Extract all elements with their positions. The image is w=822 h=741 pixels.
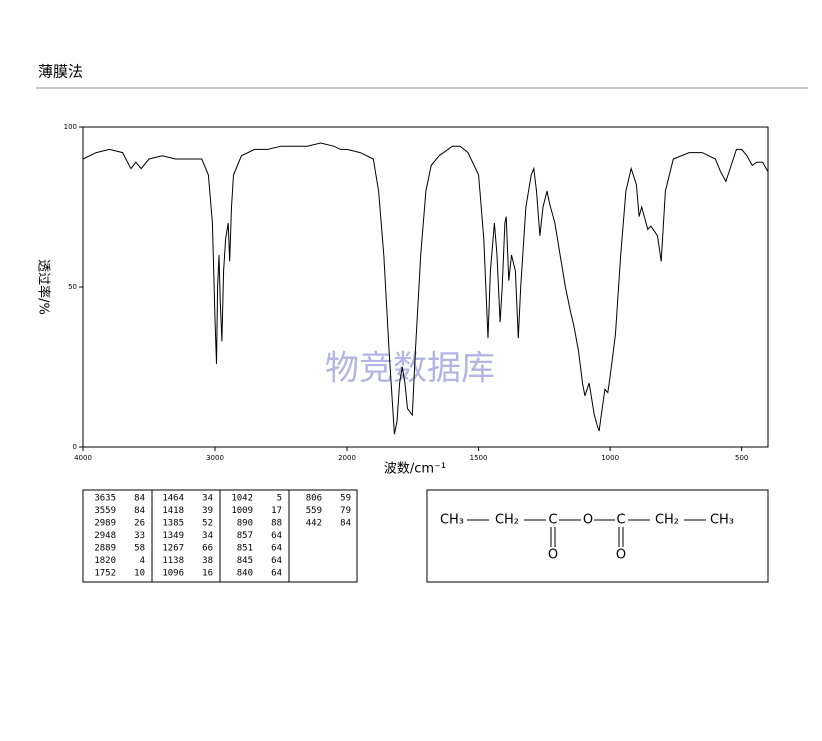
peak-transmittance: 16: [202, 569, 213, 579]
peak-wavenumber: 851: [237, 544, 253, 554]
peak-wavenumber: 890: [237, 519, 253, 529]
y-tick-label: 100: [64, 123, 77, 131]
peak-transmittance: 84: [134, 494, 145, 504]
peak-transmittance: 26: [134, 519, 145, 529]
atom: CH₃: [710, 513, 734, 528]
peak-wavenumber: 1096: [162, 569, 184, 579]
peak-wavenumber: 2948: [94, 531, 116, 541]
peak-transmittance: 66: [202, 544, 213, 554]
peak-wavenumber: 3559: [94, 506, 116, 516]
atom: C: [616, 513, 625, 528]
peak-wavenumber: 559: [306, 506, 322, 516]
peak-wavenumber: 1042: [231, 494, 253, 504]
plot-frame: [82, 126, 769, 448]
carbonyl-oxygen: O: [616, 548, 626, 563]
x-tick-label: 500: [735, 454, 748, 462]
header-title: 薄膜法: [38, 63, 83, 81]
atom: CH₂: [495, 513, 519, 528]
peak-transmittance: 64: [271, 531, 282, 541]
atom: CH₃: [440, 513, 464, 528]
spectrum-line: [82, 142, 769, 435]
x-axis-label: 波数/cm⁻¹: [384, 462, 446, 477]
peak-wavenumber: 840: [237, 569, 253, 579]
atom: O: [583, 513, 593, 528]
peak-transmittance: 64: [271, 569, 282, 579]
peak-transmittance: 64: [271, 556, 282, 566]
peak-wavenumber: 1009: [231, 506, 253, 516]
y-tick-label: 50: [68, 283, 77, 291]
peak-transmittance: 5: [277, 494, 282, 504]
peak-transmittance: 52: [202, 519, 213, 529]
peak-wavenumber: 845: [237, 556, 253, 566]
peak-transmittance: 17: [271, 506, 282, 516]
atom: C: [548, 513, 557, 528]
peak-wavenumber: 1418: [162, 506, 184, 516]
peak-transmittance: 58: [134, 544, 145, 554]
peak-transmittance: 34: [202, 531, 213, 541]
peak-transmittance: 84: [340, 519, 351, 529]
peak-transmittance: 38: [202, 556, 213, 566]
watermark: 物竞数据库: [325, 349, 495, 389]
peak-wavenumber: 857: [237, 531, 253, 541]
peak-wavenumber: 1464: [162, 494, 184, 504]
peak-transmittance: 4: [140, 556, 145, 566]
y-tick-label: 0: [73, 443, 77, 451]
peak-wavenumber: 1349: [162, 531, 184, 541]
peak-wavenumber: 2989: [94, 519, 116, 529]
peak-wavenumber: 1752: [94, 569, 116, 579]
bonds: [467, 519, 706, 547]
peak-transmittance: 34: [202, 494, 213, 504]
peak-transmittance: 10: [134, 569, 145, 579]
peak-wavenumber: 1385: [162, 519, 184, 529]
x-tick-label: 3000: [206, 454, 224, 462]
peak-wavenumber: 442: [306, 519, 322, 529]
x-tick-label: 1500: [470, 454, 488, 462]
peak-transmittance: 84: [134, 506, 145, 516]
peak-transmittance: 39: [202, 506, 213, 516]
peak-wavenumber: 3635: [94, 494, 116, 504]
peak-transmittance: 59: [340, 494, 351, 504]
peak-wavenumber: 806: [306, 494, 322, 504]
carbonyl-oxygen: O: [548, 548, 558, 563]
peak-wavenumber: 1138: [162, 556, 184, 566]
peak-transmittance: 79: [340, 506, 351, 516]
x-tick-label: 2000: [338, 454, 356, 462]
peak-wavenumber: 1267: [162, 544, 184, 554]
peak-transmittance: 88: [271, 519, 282, 529]
peak-transmittance: 33: [134, 531, 145, 541]
structure-frame: [426, 489, 769, 583]
y-axis-label: 透过率/%: [36, 259, 52, 315]
peak-wavenumber: 2889: [94, 544, 116, 554]
x-tick-label: 1000: [601, 454, 619, 462]
peak-transmittance: 64: [271, 544, 282, 554]
peak-wavenumber: 1820: [94, 556, 116, 566]
atom: CH₂: [655, 513, 679, 528]
x-tick-label: 4000: [74, 454, 92, 462]
